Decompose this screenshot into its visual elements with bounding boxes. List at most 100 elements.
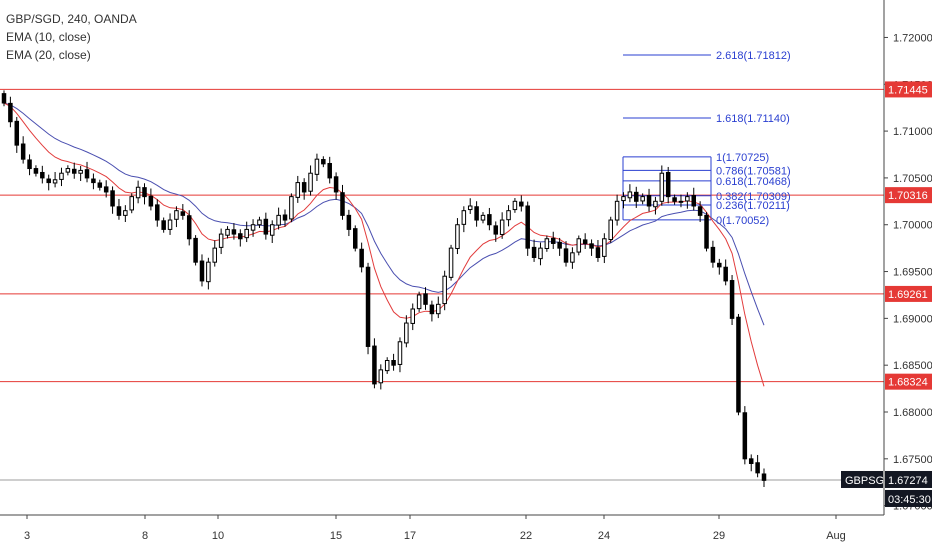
candle [717, 258, 722, 275]
candle [276, 207, 281, 230]
candle [678, 194, 684, 208]
candle-body-up [289, 196, 294, 220]
candle [161, 217, 166, 233]
candle [397, 337, 403, 373]
candle-body-up [678, 200, 684, 203]
candle-body-down [327, 162, 332, 179]
candle-body-up [129, 196, 134, 211]
candle-body-down [531, 246, 537, 258]
candle [327, 156, 332, 184]
candle [442, 270, 447, 311]
candle [59, 167, 64, 187]
candle-body-down [550, 237, 556, 244]
candle [346, 209, 352, 237]
candle [103, 180, 109, 198]
candle-body-down [423, 293, 428, 305]
candle-body-down [91, 178, 96, 184]
candle-body-down [359, 248, 364, 268]
level-tag-label: 1.70316 [888, 190, 928, 202]
candle-body-down [186, 215, 192, 240]
candle [570, 247, 575, 269]
candle [206, 257, 211, 290]
candle-body-down [71, 168, 77, 174]
fibonacci-tool[interactable]: 2.618(1.71812)1.618(1.71140)1(1.70725)0.… [622, 50, 791, 227]
candle-body-down [353, 228, 358, 249]
candle-body-up [467, 205, 473, 211]
candle-body-down [487, 214, 492, 226]
candle-body-down [634, 191, 639, 202]
candle [544, 235, 550, 252]
ema20-legend: EMA (20, close) [6, 48, 91, 62]
price-tick-label: 1.68500 [893, 360, 932, 372]
candle-body-up [384, 360, 390, 372]
candle [755, 454, 760, 478]
candle-body-up [608, 219, 613, 241]
candle [46, 174, 51, 191]
candle [225, 226, 230, 239]
candle [65, 165, 71, 176]
candle-body-up [614, 200, 620, 221]
price-tick-label: 1.69000 [893, 313, 932, 325]
fib-level-label: 1(1.70725) [716, 152, 769, 164]
candle-body-down [429, 304, 435, 315]
candle [148, 188, 154, 211]
candle [461, 206, 467, 233]
candle [84, 161, 90, 183]
price-tags: 1.71445 1.70316 1.69261 1.68324 GBPSGD1.6727… [841, 81, 932, 507]
candle-body-down [20, 143, 26, 160]
level-tag-label: 1.69261 [888, 289, 928, 301]
candle-body-up [250, 224, 256, 231]
candle-body-up [244, 228, 249, 239]
candle [519, 195, 524, 212]
candle [20, 136, 26, 164]
candle-body-down [665, 171, 671, 198]
candle-body-down [493, 225, 499, 235]
candle-body-down [116, 206, 122, 216]
candle-body-down [97, 182, 103, 188]
candle-body-up [659, 172, 665, 202]
horizontal-levels[interactable] [0, 88, 884, 481]
fib-level-label: 0.786(1.70581) [716, 165, 791, 177]
candle-body-down [761, 473, 767, 481]
candle [589, 239, 594, 256]
level-tag-bg [885, 285, 932, 302]
candle-body-up [621, 196, 626, 202]
candle-body-up [416, 294, 422, 310]
candle [685, 192, 690, 209]
candle [665, 166, 671, 204]
candle-body-up [78, 169, 83, 174]
candle [91, 173, 96, 190]
date-tick-label: 10 [212, 530, 224, 542]
candle-body-down [155, 204, 160, 221]
ema20-line [3, 102, 765, 326]
price-tick-label: 1.70000 [893, 220, 932, 232]
candle-body-down [704, 214, 709, 249]
candle-body-down [8, 102, 13, 123]
candle [8, 96, 13, 128]
fib-level-label: 0.618(1.70468) [716, 176, 791, 188]
candle-body-up [506, 210, 511, 221]
candle [512, 198, 518, 213]
candle-body-up [257, 219, 262, 226]
candle [704, 212, 709, 252]
chart-legend: GBP/SGD, 240, OANDA EMA (10, close) EMA … [6, 10, 137, 64]
candle [576, 235, 582, 256]
price-tick-label: 1.69500 [893, 267, 932, 279]
candle-body-down [110, 190, 115, 207]
candle [723, 259, 728, 286]
candle-body-down [391, 360, 396, 366]
candle [423, 287, 428, 310]
candle [391, 353, 396, 371]
price-tick-label: 1.68000 [893, 407, 932, 419]
level-price-tag: 1.69261 [885, 285, 932, 302]
date-tick-label: 22 [520, 530, 532, 542]
candle [372, 338, 377, 389]
candle [142, 183, 147, 205]
candlestick-series [1, 90, 767, 488]
candle-body-down [710, 246, 716, 263]
candle [129, 193, 134, 214]
date-tick-label: 29 [713, 530, 725, 542]
candle-body-down [691, 195, 697, 207]
